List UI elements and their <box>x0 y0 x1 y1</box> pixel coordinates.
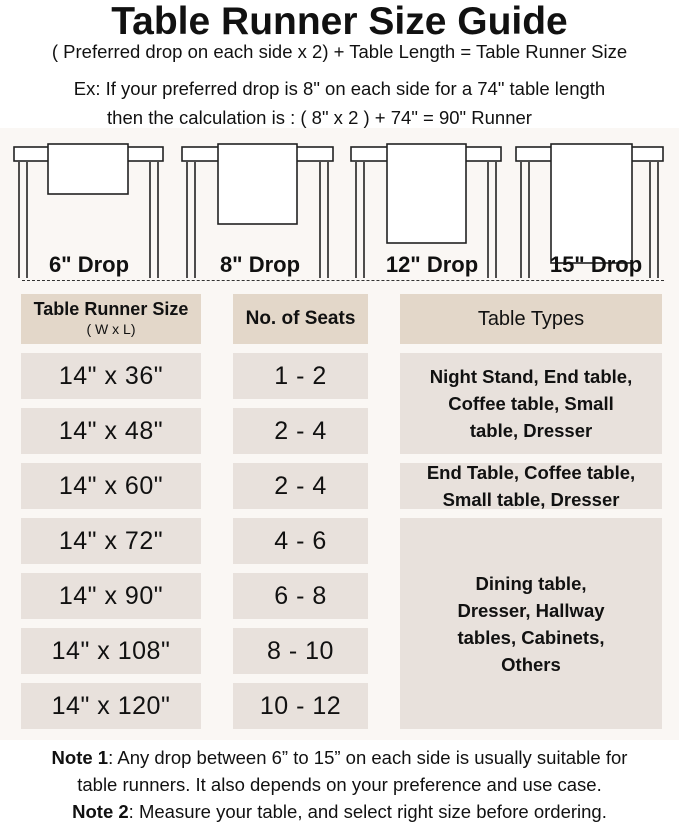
seats-cell: 10 - 12 <box>233 683 368 729</box>
table-drop-illustrations <box>13 143 664 278</box>
drop-label-8: 8" Drop <box>219 252 301 277</box>
header-size-sub: ( W x L) <box>86 321 136 337</box>
seats-cell: 8 - 10 <box>233 628 368 674</box>
seats-cell: 2 - 4 <box>233 463 368 509</box>
size-cell: 14" x 108" <box>21 628 201 674</box>
note-2-label: Note 2 <box>72 801 129 822</box>
seats-cell: 6 - 8 <box>233 573 368 619</box>
size-cell: 14" x 72" <box>21 518 201 564</box>
header-size: Table Runner Size ( W x L) <box>21 294 201 344</box>
table-illustration-12in <box>350 143 502 278</box>
size-cell: 14" x 90" <box>21 573 201 619</box>
size-cell: 14" x 48" <box>21 408 201 454</box>
drop-label-12: 12" Drop <box>385 252 479 277</box>
page-title: Table Runner Size Guide <box>111 0 568 43</box>
size-cell: 14" x 120" <box>21 683 201 729</box>
example-line-2: then the calculation is : ( 8" x 2 ) + 7… <box>107 107 532 128</box>
table-types-cell: Night Stand, End table, Coffee table, Sm… <box>400 353 662 454</box>
seats-cell: 4 - 6 <box>233 518 368 564</box>
size-cell: 14" x 36" <box>21 353 201 399</box>
example-line-1: Ex: If your preferred drop is 8" on each… <box>73 78 606 99</box>
header-types: Table Types <box>400 294 662 344</box>
table-illustration-8in <box>181 143 334 278</box>
seats-cell: 2 - 4 <box>233 408 368 454</box>
divider <box>22 280 664 281</box>
table-types-cell: Dining table, Dresser, Hallway tables, C… <box>400 518 662 729</box>
drop-label-6: 6" Drop <box>48 252 130 277</box>
note-2-text: : Measure your table, and select right s… <box>128 801 607 822</box>
note-1: Note 1: Any drop between 6” to 15” on ea… <box>0 745 679 771</box>
seats-cell: 1 - 2 <box>233 353 368 399</box>
note-1-text: : Any drop between 6” to 15” on each sid… <box>108 747 628 768</box>
table-illustration-6in <box>13 143 164 278</box>
formula-text: ( Preferred drop on each side x 2) + Tab… <box>51 41 628 62</box>
note-2: Note 2: Measure your table, and select r… <box>0 799 679 825</box>
note-1-label: Note 1 <box>51 747 109 768</box>
drop-label-15: 15" Drop <box>549 252 643 277</box>
header-size-label: Table Runner Size <box>33 299 189 319</box>
table-types-cell: End Table, Coffee table, Small table, Dr… <box>400 462 662 510</box>
size-cell: 14" x 60" <box>21 463 201 509</box>
header-seats: No. of Seats <box>233 294 368 344</box>
note-1-continued: table runners. It also depends on your p… <box>77 774 602 795</box>
table-illustration-15in <box>515 143 664 278</box>
